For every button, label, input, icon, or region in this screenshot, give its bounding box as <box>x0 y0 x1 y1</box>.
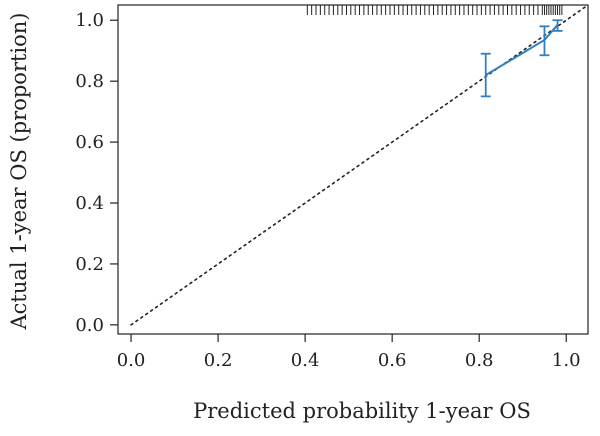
y-tick-label: 0.6 <box>75 132 104 153</box>
x-tick-label: 1.0 <box>552 350 581 371</box>
x-tick-label: 0.4 <box>291 350 320 371</box>
calibration-curve <box>485 24 559 76</box>
y-axis: 0.0 0.2 0.4 0.6 0.8 1.0 <box>75 10 118 336</box>
x-tick-label: 0.0 <box>117 350 146 371</box>
plot-border <box>117 4 589 335</box>
rug-ticks <box>306 5 563 15</box>
x-tick-label: 0.8 <box>465 350 494 371</box>
y-tick-label: 0.2 <box>75 254 104 275</box>
y-tick-label: 1.0 <box>75 10 104 31</box>
x-tick-label: 0.2 <box>204 350 233 371</box>
calibration-series <box>480 19 563 98</box>
y-tick-label: 0.4 <box>75 193 104 214</box>
reference-diagonal <box>130 4 589 326</box>
y-axis-label: Actual 1-year OS (proportion) <box>7 12 31 330</box>
x-tick-label: 0.6 <box>378 350 407 371</box>
y-tick-label: 0.0 <box>75 315 104 336</box>
plot-frame <box>117 4 589 335</box>
x-axis-label: Predicted probability 1-year OS <box>193 399 531 423</box>
reference-line <box>130 4 589 326</box>
x-axis: 0.0 0.2 0.4 0.6 0.8 1.0 <box>117 334 581 371</box>
y-tick-label: 0.8 <box>75 71 104 92</box>
